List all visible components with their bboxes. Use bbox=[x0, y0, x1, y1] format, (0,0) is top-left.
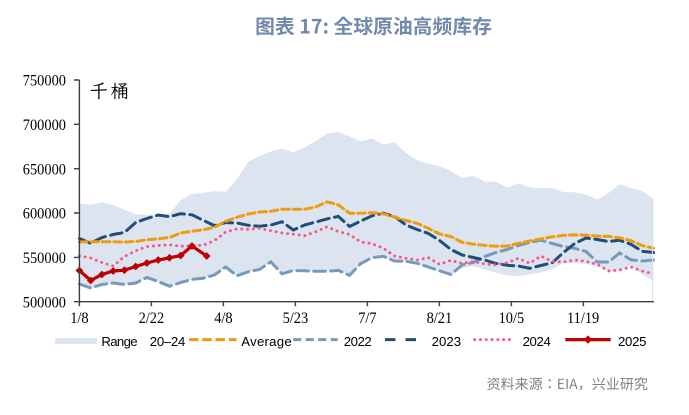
svg-text:500000: 500000 bbox=[23, 295, 66, 311]
svg-text:2022: 2022 bbox=[344, 334, 372, 349]
svg-text:8/21: 8/21 bbox=[427, 310, 453, 326]
svg-text:11/19: 11/19 bbox=[567, 310, 599, 326]
svg-text:2024: 2024 bbox=[523, 334, 551, 349]
svg-text:20–24: 20–24 bbox=[150, 334, 186, 349]
svg-text:2/22: 2/22 bbox=[139, 310, 165, 326]
svg-text:750000: 750000 bbox=[23, 73, 66, 89]
svg-text:600000: 600000 bbox=[23, 206, 66, 222]
svg-text:2025: 2025 bbox=[618, 334, 647, 349]
svg-text:550000: 550000 bbox=[23, 251, 66, 267]
svg-text:2023: 2023 bbox=[432, 334, 462, 349]
svg-text:4/8: 4/8 bbox=[214, 310, 232, 326]
svg-text:650000: 650000 bbox=[23, 162, 66, 178]
svg-text:Range: Range bbox=[101, 334, 137, 349]
svg-text:7/7: 7/7 bbox=[358, 310, 376, 326]
svg-text:Average: Average bbox=[241, 334, 291, 349]
svg-text:5/23: 5/23 bbox=[283, 310, 309, 326]
svg-text:700000: 700000 bbox=[23, 118, 66, 134]
svg-text:1/8: 1/8 bbox=[70, 310, 88, 326]
svg-text:10/5: 10/5 bbox=[499, 310, 525, 326]
